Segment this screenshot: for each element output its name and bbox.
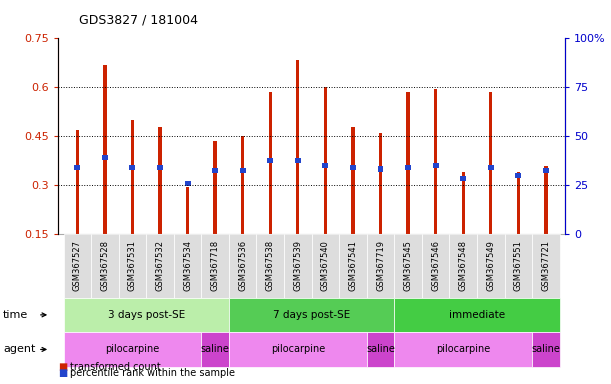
Bar: [158, 127, 162, 234]
Text: ■: ■: [58, 368, 67, 378]
Text: 7 days post-SE: 7 days post-SE: [273, 310, 350, 320]
Text: GDS3827 / 181004: GDS3827 / 181004: [79, 13, 199, 26]
Bar: [102, 155, 108, 160]
Text: pilocarpine: pilocarpine: [271, 344, 325, 354]
Text: pilocarpine: pilocarpine: [105, 344, 159, 354]
Bar: [103, 65, 106, 234]
Text: 3 days post-SE: 3 days post-SE: [108, 310, 185, 320]
Bar: [488, 165, 494, 170]
Bar: [489, 92, 492, 234]
Text: saline: saline: [532, 344, 560, 354]
Text: GSM367541: GSM367541: [348, 240, 357, 291]
Text: GSM367546: GSM367546: [431, 240, 440, 291]
Bar: [517, 172, 520, 234]
Bar: [131, 120, 134, 234]
Text: GSM367719: GSM367719: [376, 240, 385, 291]
Text: pilocarpine: pilocarpine: [436, 344, 490, 354]
Bar: [350, 165, 356, 170]
Bar: [296, 60, 299, 234]
Text: percentile rank within the sample: percentile rank within the sample: [70, 368, 235, 378]
Bar: [543, 168, 549, 173]
Bar: [544, 166, 547, 234]
Text: immediate: immediate: [449, 310, 505, 320]
Bar: [130, 165, 136, 170]
Bar: [295, 158, 301, 164]
Bar: [213, 141, 217, 234]
Text: GSM367538: GSM367538: [266, 240, 275, 291]
Bar: [240, 168, 246, 173]
Bar: [186, 187, 189, 234]
Text: GSM367532: GSM367532: [156, 240, 164, 291]
Text: GSM367539: GSM367539: [293, 240, 302, 291]
Text: GSM367545: GSM367545: [404, 240, 412, 291]
Bar: [378, 166, 384, 172]
Bar: [75, 165, 80, 170]
Text: time: time: [3, 310, 28, 320]
Bar: [267, 158, 273, 164]
Bar: [460, 176, 466, 181]
Bar: [406, 92, 410, 234]
Bar: [351, 127, 354, 234]
Text: GSM367551: GSM367551: [514, 240, 523, 291]
Bar: [379, 133, 382, 234]
Bar: [433, 163, 439, 168]
Text: GSM367718: GSM367718: [211, 240, 219, 291]
Text: GSM367536: GSM367536: [238, 240, 247, 291]
Bar: [515, 173, 521, 178]
Bar: [157, 165, 163, 170]
Text: GSM367528: GSM367528: [100, 240, 109, 291]
Bar: [241, 136, 244, 234]
Text: GSM367549: GSM367549: [486, 240, 496, 291]
Bar: [434, 89, 437, 234]
Bar: [323, 163, 328, 168]
Bar: [76, 130, 79, 234]
Text: GSM367548: GSM367548: [459, 240, 467, 291]
Text: agent: agent: [3, 344, 35, 354]
Text: ■: ■: [58, 362, 67, 372]
Text: GSM367540: GSM367540: [321, 240, 330, 291]
Text: GSM367527: GSM367527: [73, 240, 82, 291]
Bar: [405, 165, 411, 170]
Bar: [324, 88, 327, 234]
Text: GSM367534: GSM367534: [183, 240, 192, 291]
Bar: [461, 172, 465, 234]
Text: saline: saline: [366, 344, 395, 354]
Text: GSM367721: GSM367721: [541, 240, 551, 291]
Text: GSM367531: GSM367531: [128, 240, 137, 291]
Text: saline: saline: [200, 344, 230, 354]
Bar: [185, 181, 191, 186]
Bar: [212, 168, 218, 173]
Bar: [269, 92, 272, 234]
Text: transformed count: transformed count: [70, 362, 161, 372]
